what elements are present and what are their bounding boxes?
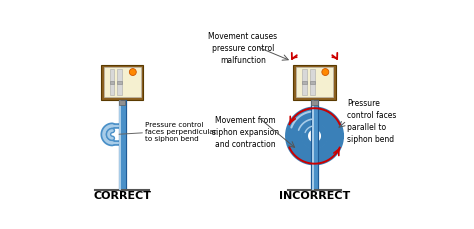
Bar bbox=[118, 81, 122, 85]
Bar bbox=[118, 100, 126, 190]
Bar bbox=[310, 70, 315, 95]
Bar bbox=[118, 70, 122, 95]
Bar bbox=[311, 100, 318, 106]
Bar bbox=[103, 67, 140, 98]
Text: Movement causes
pressure control
malfunction: Movement causes pressure control malfunc… bbox=[209, 32, 277, 65]
Bar bbox=[119, 100, 125, 106]
Bar bbox=[296, 67, 333, 98]
Bar bbox=[302, 70, 307, 95]
Bar bbox=[311, 100, 318, 190]
Bar bbox=[109, 70, 114, 95]
Bar bbox=[312, 100, 313, 190]
Text: INCORRECT: INCORRECT bbox=[279, 190, 350, 200]
Text: Pressure control
faces perpendicular
to siphon bend: Pressure control faces perpendicular to … bbox=[119, 121, 217, 141]
Bar bbox=[311, 100, 318, 190]
Bar bbox=[119, 100, 121, 190]
Bar bbox=[293, 66, 336, 100]
Circle shape bbox=[129, 69, 137, 76]
Bar bbox=[109, 81, 114, 85]
Bar bbox=[118, 100, 126, 190]
Bar bbox=[302, 81, 307, 85]
Bar bbox=[310, 81, 315, 85]
Bar bbox=[312, 100, 313, 190]
Text: Movement from
siphon expansion
and contraction: Movement from siphon expansion and contr… bbox=[212, 116, 279, 148]
Circle shape bbox=[322, 69, 329, 76]
Text: Pressure
control faces
parallel to
siphon bend: Pressure control faces parallel to sipho… bbox=[347, 99, 396, 143]
Text: CORRECT: CORRECT bbox=[93, 190, 151, 200]
Bar bbox=[101, 66, 143, 100]
Bar bbox=[119, 100, 121, 190]
